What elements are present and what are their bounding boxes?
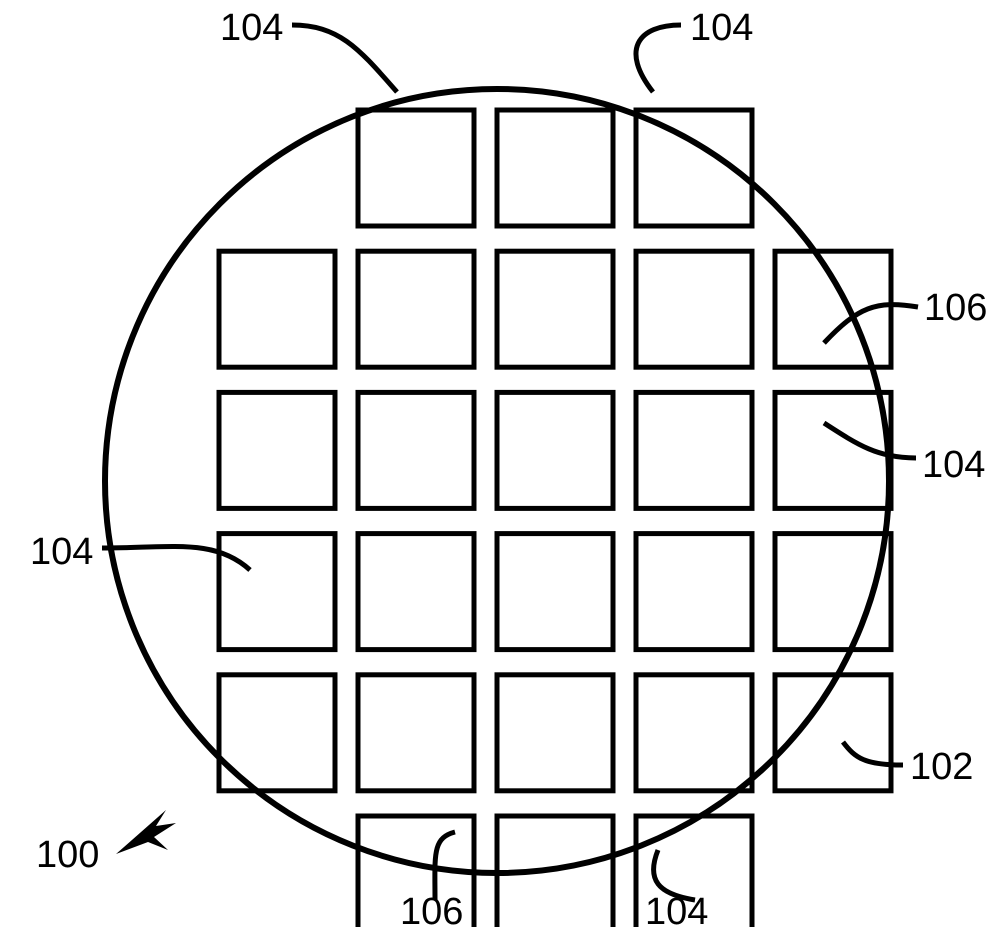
die-3-0 <box>219 534 335 650</box>
die-1-2 <box>497 251 613 367</box>
leader-102 <box>843 742 903 765</box>
die-4-4 <box>775 675 891 791</box>
leader-lines <box>102 25 918 900</box>
die-4-3 <box>636 675 752 791</box>
reference-arrow-100 <box>116 810 176 854</box>
leader-104-top-right <box>636 25 681 92</box>
die-3-3 <box>636 534 752 650</box>
label-104-left: 104 <box>30 531 93 573</box>
label-104-right: 104 <box>922 444 985 486</box>
die-4-1 <box>358 675 474 791</box>
die-2-3 <box>636 392 752 508</box>
die-2-1 <box>358 392 474 508</box>
label-102: 102 <box>910 746 973 788</box>
die-3-2 <box>497 534 613 650</box>
leader-104-right <box>824 423 916 458</box>
die-0-0 <box>358 110 474 226</box>
die-2-0 <box>219 392 335 508</box>
label-104-top-left: 104 <box>220 7 283 49</box>
die-1-3 <box>636 251 752 367</box>
die-4-2 <box>497 675 613 791</box>
leader-104-top-left <box>292 25 397 92</box>
die-grid <box>219 110 891 927</box>
wafer-diagram: 104 104 106 104 104 102 100 106 104 <box>0 0 1000 927</box>
die-1-0 <box>219 251 335 367</box>
label-104-top-right: 104 <box>690 7 753 49</box>
die-2-2 <box>497 392 613 508</box>
die-1-1 <box>358 251 474 367</box>
label-106-upper-right: 106 <box>924 287 987 329</box>
die-3-1 <box>358 534 474 650</box>
die-0-1 <box>497 110 613 226</box>
leader-106-upper-right <box>824 305 918 343</box>
label-100: 100 <box>36 834 99 876</box>
label-104-bottom: 104 <box>645 891 708 927</box>
leader-104-left <box>102 547 250 570</box>
label-106-bottom: 106 <box>400 891 463 927</box>
